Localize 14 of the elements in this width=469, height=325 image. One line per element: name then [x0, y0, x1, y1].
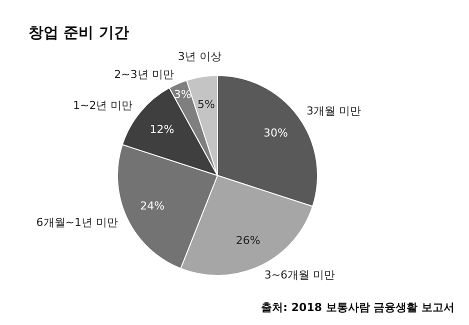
slice-label: 3개월 미만 [306, 104, 361, 118]
slice-label: 2~3년 미만 [114, 68, 174, 82]
data-label: 24% [140, 200, 165, 213]
source-note: 출처: 2018 보통사람 금융생활 보고서 [261, 301, 455, 314]
slice-label: 6개월~1년 미만 [36, 216, 118, 229]
data-label: 26% [236, 234, 260, 248]
slice-label: 3~6개월 미만 [264, 268, 336, 282]
data-label: 5% [198, 98, 215, 111]
chart-title: 창업 준비 기간 [28, 24, 129, 42]
slice-label: 1~2년 미만 [73, 98, 133, 112]
slice-label: 3년 이상 [178, 50, 222, 63]
data-label: 30% [264, 126, 288, 140]
data-label: 12% [150, 123, 174, 136]
data-label: 3% [174, 88, 192, 102]
